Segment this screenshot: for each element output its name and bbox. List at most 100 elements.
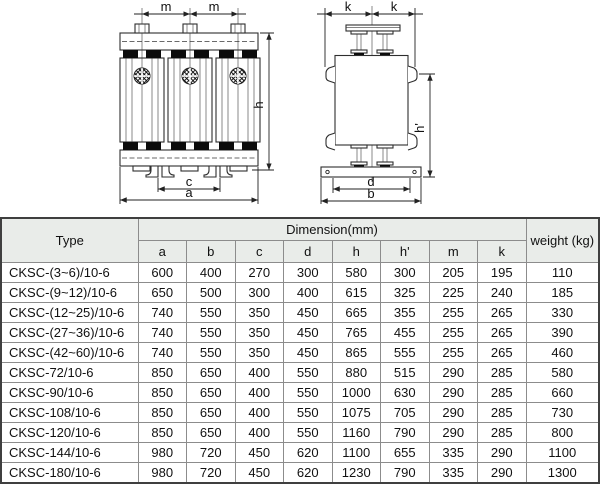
dimension-h-prime: h' [412, 73, 435, 178]
weight-cell: 110 [525, 262, 600, 283]
dim-value-cell: 550 [186, 322, 236, 343]
base-plate [320, 166, 422, 178]
dim-value-cell: 980 [137, 462, 187, 484]
dim-label-d: d [367, 174, 374, 189]
dimension-a: a [119, 167, 259, 204]
table-row: CKSC-180/10-6 980 720 450 620 1230 790 335 290 13… [0, 462, 600, 484]
dim-value-cell: 300 [283, 262, 333, 283]
table-row: CKSC-(3~6)/10-6 600 400 270 300 580 300 205 195 1… [0, 262, 600, 283]
table-row: CKSC-72/10-6 850 650 400 550 880 515 290 285 580 [0, 362, 600, 383]
table-row: CKSC-90/10-6 850 650 400 550 1000 630 290 285 660 [0, 382, 600, 403]
type-cell: CKSC-(42~60)/10-6 [0, 342, 139, 363]
dim-value-cell: 335 [428, 462, 478, 484]
dim-value-cell: 300 [380, 262, 430, 283]
dim-value-cell: 720 [186, 462, 236, 484]
dimension-c: c [157, 174, 221, 192]
dim-value-cell: 790 [380, 462, 430, 484]
dim-value-cell: 850 [137, 382, 187, 403]
lifting-eye-symbols [133, 67, 247, 85]
header-weight: weight (kg) [525, 217, 600, 263]
dim-value-cell: 290 [477, 442, 527, 463]
dim-label-h: h [251, 101, 266, 108]
dimension-h: h [251, 32, 274, 171]
coil-1 [119, 8, 165, 143]
dim-value-cell: 400 [234, 402, 284, 423]
dim-value-cell: 850 [137, 422, 187, 443]
dim-value-cell: 500 [186, 282, 236, 303]
dim-value-cell: 285 [477, 382, 527, 403]
weight-cell: 330 [525, 302, 600, 323]
weight-cell: 730 [525, 402, 600, 423]
dim-value-cell: 400 [234, 422, 284, 443]
header-type: Type [0, 217, 139, 263]
type-cell: CKSC-120/10-6 [0, 422, 139, 443]
dim-value-cell: 850 [137, 402, 187, 423]
header-col-a: a [137, 240, 187, 263]
dim-value-cell: 325 [380, 282, 430, 303]
dim-value-cell: 765 [331, 322, 381, 343]
table-body: CKSC-(3~6)/10-6 600 400 270 300 580 300 205 195 1… [0, 262, 600, 484]
weight-cell: 660 [525, 382, 600, 403]
dim-value-cell: 740 [137, 302, 187, 323]
dim-value-cell: 240 [477, 282, 527, 303]
dim-value-cell: 650 [186, 402, 236, 423]
dim-value-cell: 1000 [331, 382, 381, 403]
dim-value-cell: 865 [331, 342, 381, 363]
dim-value-cell: 615 [331, 282, 381, 303]
type-cell: CKSC-(3~6)/10-6 [0, 262, 139, 283]
dim-label-b: b [367, 186, 374, 201]
dim-value-cell: 450 [283, 302, 333, 323]
dim-value-cell: 450 [283, 322, 333, 343]
dim-value-cell: 650 [186, 362, 236, 383]
dim-label-c: c [186, 174, 193, 189]
dim-value-cell: 705 [380, 402, 430, 423]
type-cell: CKSC-180/10-6 [0, 462, 139, 484]
weight-cell: 460 [525, 342, 600, 363]
dim-value-cell: 555 [380, 342, 430, 363]
dim-value-cell: 285 [477, 402, 527, 423]
header-col-k: k [477, 240, 527, 263]
dim-value-cell: 195 [477, 262, 527, 283]
dim-value-cell: 400 [186, 262, 236, 283]
dim-value-cell: 400 [283, 282, 333, 303]
header-col-h: h [331, 240, 381, 263]
table-header: Type Dimension(mm) weight (kg) a b c d h… [0, 217, 600, 263]
dim-value-cell: 740 [137, 322, 187, 343]
type-cell: CKSC-144/10-6 [0, 442, 139, 463]
dim-value-cell: 255 [428, 342, 478, 363]
weight-cell: 1100 [525, 442, 600, 463]
terminals [134, 23, 246, 34]
dim-value-cell: 450 [234, 442, 284, 463]
dim-value-cell: 980 [137, 442, 187, 463]
dim-value-cell: 630 [380, 382, 430, 403]
dim-value-cell: 400 [234, 362, 284, 383]
dim-value-cell: 270 [234, 262, 284, 283]
table-row: CKSC-144/10-6 980 720 450 620 1100 655 335 290 11… [0, 442, 600, 463]
dim-value-cell: 880 [331, 362, 381, 383]
dim-label-k-right: k [391, 0, 398, 14]
dim-value-cell: 720 [186, 442, 236, 463]
dim-value-cell: 205 [428, 262, 478, 283]
dim-value-cell: 1075 [331, 402, 381, 423]
dim-value-cell: 1160 [331, 422, 381, 443]
header-col-c: c [234, 240, 284, 263]
type-cell: CKSC-72/10-6 [0, 362, 139, 383]
dim-value-cell: 300 [234, 282, 284, 303]
dim-value-cell: 265 [477, 342, 527, 363]
dim-value-cell: 550 [283, 382, 333, 403]
bottom-clamp-beams [350, 144, 394, 167]
dim-label-m-right: m [209, 0, 220, 14]
base-feet [132, 165, 248, 178]
dim-value-cell: 650 [186, 382, 236, 403]
dim-value-cell: 355 [380, 302, 430, 323]
coil-side-body [334, 54, 409, 146]
dim-value-cell: 850 [137, 362, 187, 383]
header-col-h-prime: h' [380, 240, 430, 263]
dim-value-cell: 290 [477, 462, 527, 484]
table-row: CKSC-120/10-6 850 650 400 550 1160 790 290 285 80… [0, 422, 600, 443]
table-row: CKSC-(12~25)/10-6 740 550 350 450 665 355 255 26… [0, 302, 600, 323]
reactor-dimension-diagram: m m h c a [119, 0, 435, 204]
header-col-m: m [428, 240, 478, 263]
weight-cell: 185 [525, 282, 600, 303]
